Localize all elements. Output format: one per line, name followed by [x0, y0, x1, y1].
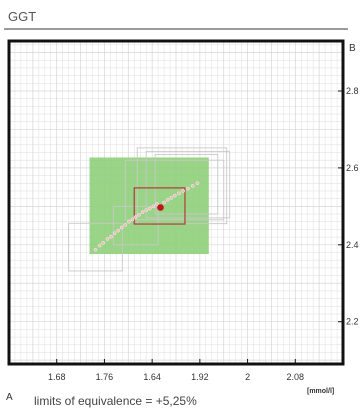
- data-point: [101, 241, 106, 245]
- inner-confidence-box: [133, 187, 186, 225]
- data-point: [140, 210, 145, 214]
- equivalence-limits-label: limits of equivalence =: [34, 394, 156, 408]
- mean-point: [157, 204, 164, 211]
- data-point: [112, 231, 117, 236]
- data-point: [190, 184, 195, 188]
- gray-box-layer: [68, 147, 231, 272]
- plot-frame: [7, 39, 345, 366]
- corner-label-b: B: [349, 43, 356, 54]
- y-tick-label: 2.4: [346, 240, 359, 250]
- data-point: [123, 223, 128, 227]
- data-point: [169, 196, 174, 200]
- data-point: [116, 228, 120, 233]
- x-tick-label: 2: [245, 372, 250, 382]
- data-point: [93, 247, 98, 252]
- data-point: [119, 225, 124, 230]
- x-tick-label: 1.68: [48, 372, 66, 382]
- chart-title: GGT: [8, 9, 37, 24]
- data-point: [162, 200, 166, 205]
- x-tick-label: 1.76: [96, 372, 114, 382]
- data-point: [195, 181, 200, 186]
- corner-label-a: A: [6, 392, 13, 403]
- x-axis-unit-label: [mmol/l]: [307, 388, 334, 395]
- data-point: [127, 219, 131, 224]
- axis-ticks: 1.68 1.76 1.64 1.92 2 2.08 2.2 2.4 2.6 2.8: [48, 86, 359, 382]
- data-point: [137, 213, 141, 217]
- y-tick-label: 2.8: [346, 86, 359, 96]
- data-point: [105, 237, 110, 241]
- data-point: [144, 208, 148, 212]
- confidence-box: [112, 205, 159, 246]
- data-point: [181, 189, 185, 193]
- data-point: [173, 193, 177, 198]
- confidence-box: [154, 153, 219, 215]
- confidence-box: [124, 159, 225, 221]
- confidence-box: [68, 222, 123, 272]
- point-layer: [93, 181, 200, 252]
- y-tick-label: 2.6: [346, 163, 359, 173]
- data-point: [97, 243, 102, 248]
- x-tick-label: 2.08: [287, 372, 305, 382]
- data-point: [147, 206, 152, 211]
- title-divider: [4, 28, 348, 30]
- equivalence-limits-value: +5,25%: [155, 394, 197, 408]
- equivalence-area: [89, 157, 209, 255]
- data-point: [130, 217, 135, 222]
- data-point: [133, 215, 138, 219]
- data-point: [155, 202, 159, 206]
- data-point: [165, 198, 170, 202]
- equivalence-layer: [89, 157, 209, 255]
- equivalence-limits-text: limits of equivalence = +5,25%: [34, 394, 197, 408]
- confidence-box: [145, 150, 231, 219]
- data-point: [151, 204, 156, 209]
- data-point: [177, 191, 181, 196]
- data-point: [186, 186, 190, 191]
- data-point: [109, 234, 113, 239]
- x-tick-label: 1.64: [143, 372, 161, 382]
- x-tick-label: 1.92: [191, 372, 209, 382]
- y-tick-label: 2.2: [346, 317, 359, 327]
